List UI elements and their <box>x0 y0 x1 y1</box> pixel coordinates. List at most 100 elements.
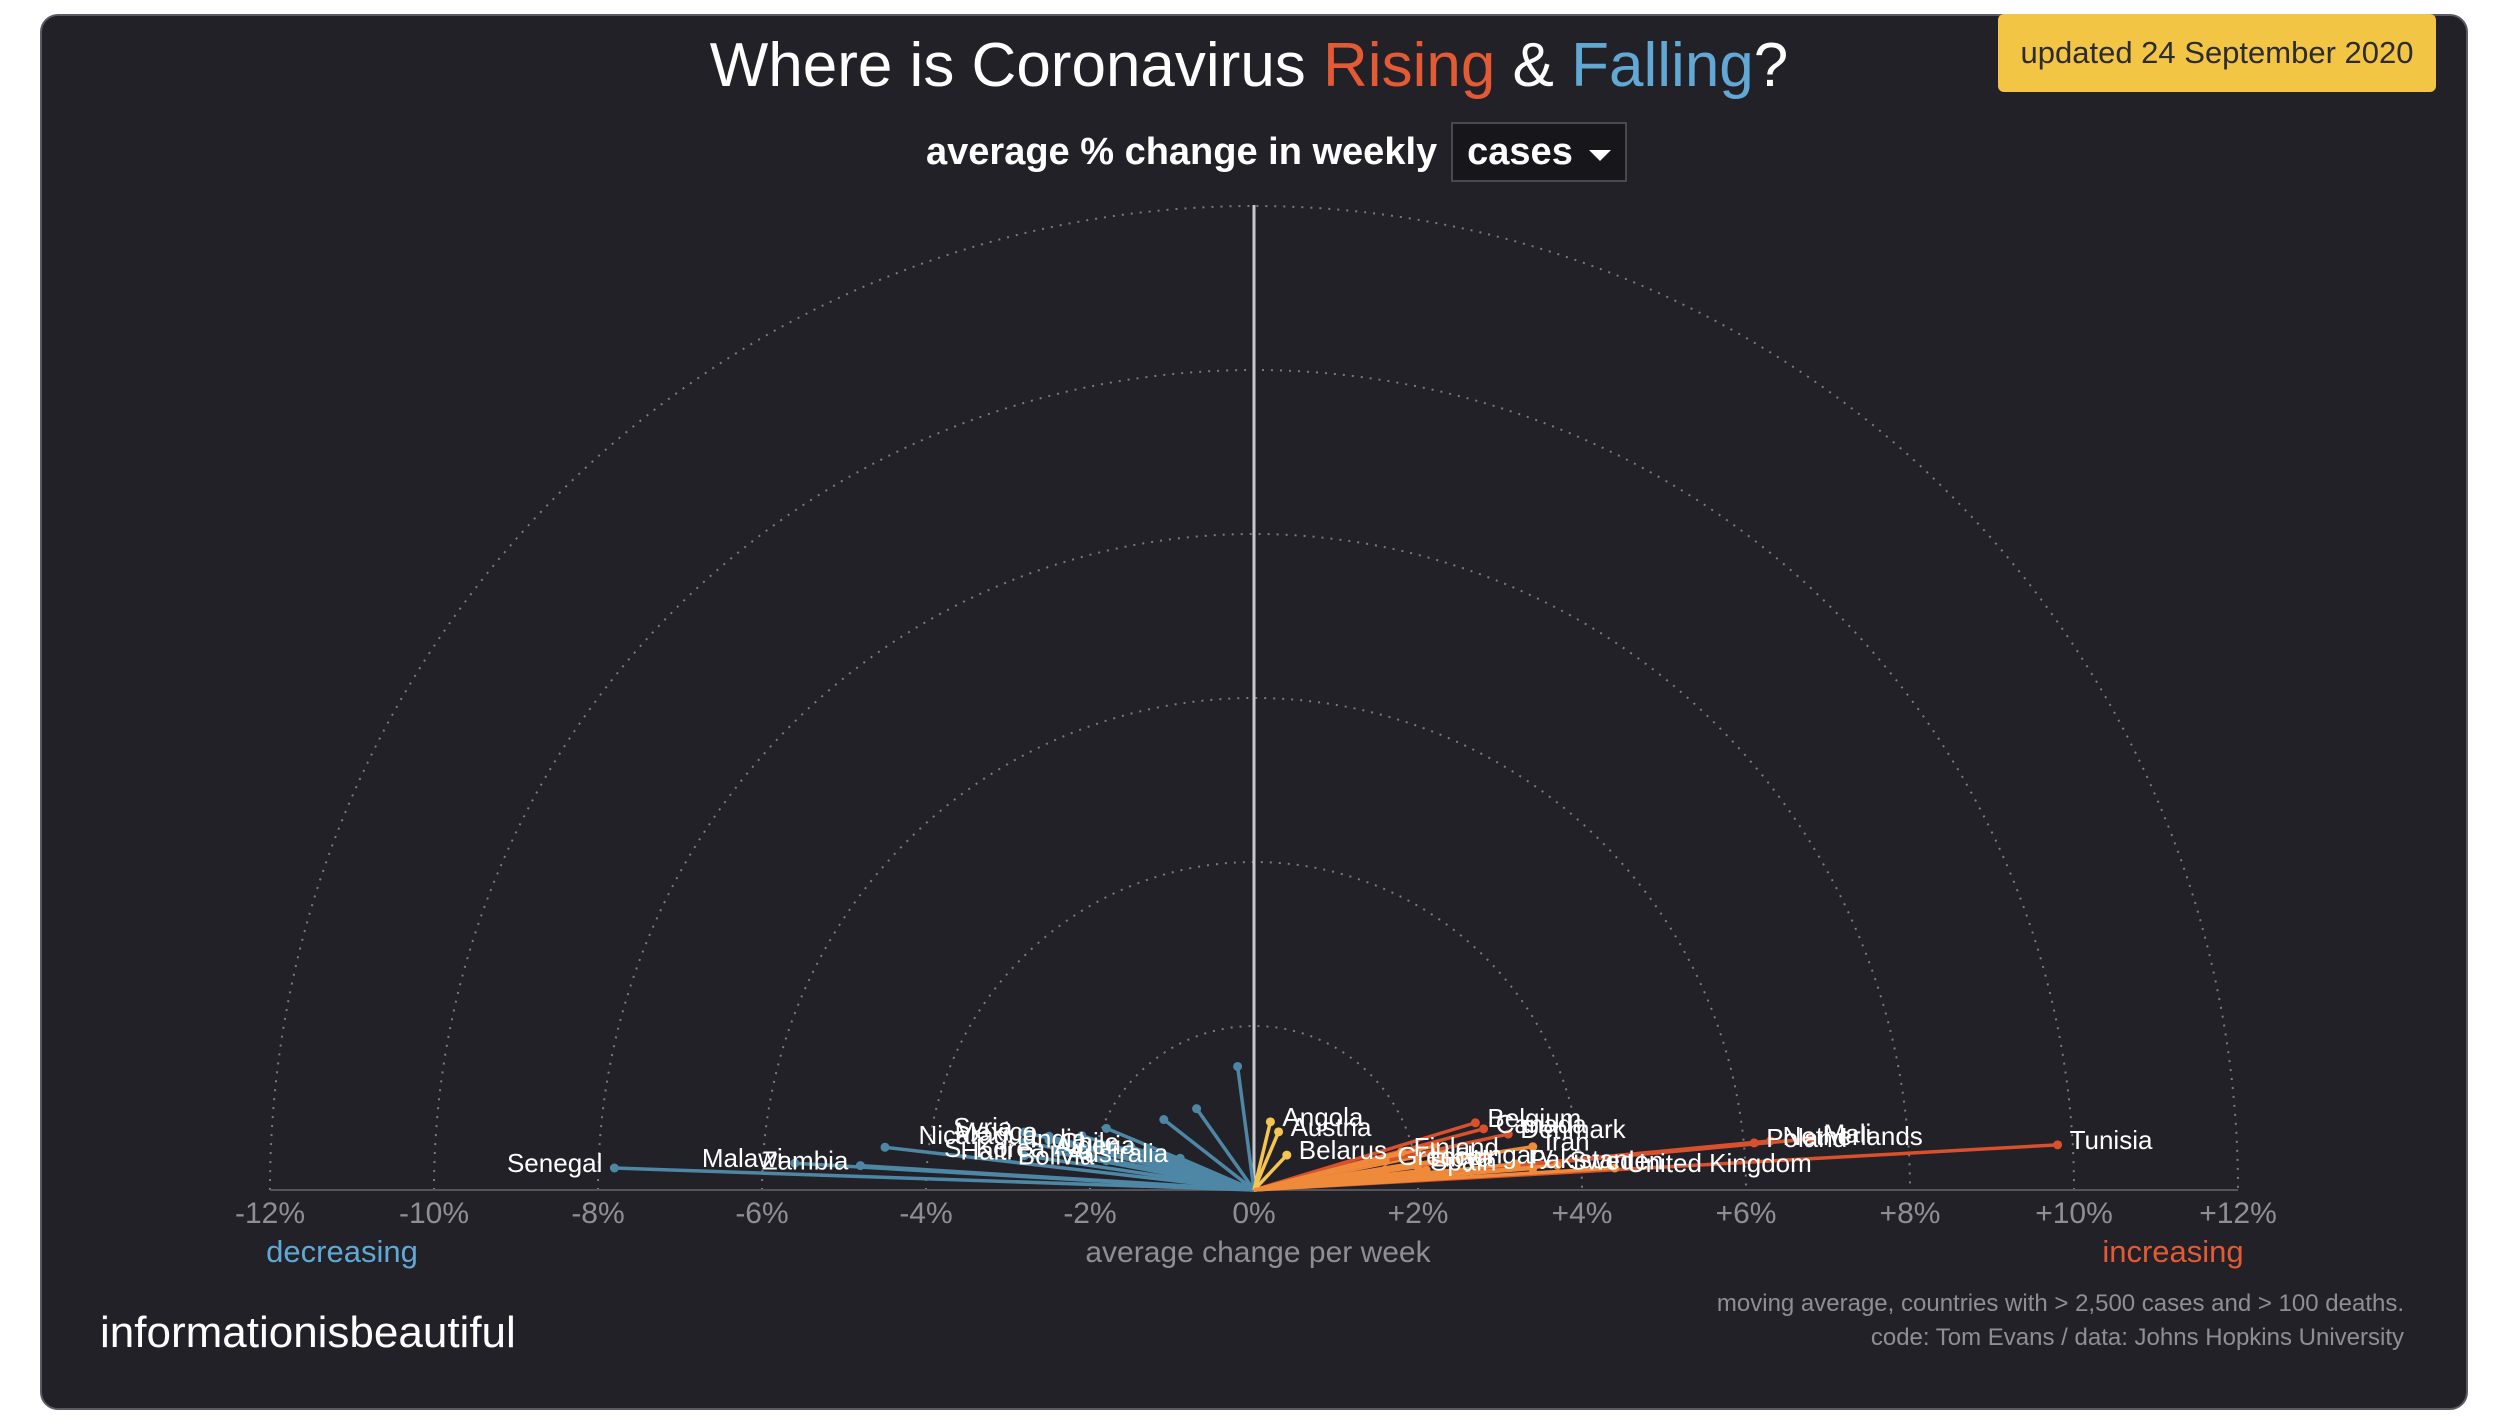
tick-label: -10% <box>399 1197 469 1230</box>
chevron-down-icon <box>1589 149 1612 161</box>
tick-label: -2% <box>1063 1197 1116 1230</box>
tick-label: +10% <box>2035 1197 2113 1230</box>
country-line[interactable] <box>1252 1153 1289 1192</box>
country-line[interactable] <box>1253 1164 1419 1192</box>
country-endpoint[interactable] <box>1610 1163 1620 1173</box>
country-endpoint[interactable] <box>1528 1142 1538 1152</box>
country-label: Finland <box>1414 1132 1499 1162</box>
country-label: Netherlands <box>1783 1121 1923 1151</box>
country-label: Belgium <box>1487 1103 1581 1133</box>
country-label: Tunisia <box>2070 1125 2153 1155</box>
tick-label: +4% <box>1552 1197 1613 1230</box>
updated-badge: updated 24 September 2020 <box>1998 14 2436 92</box>
country-endpoint[interactable] <box>1766 1136 1776 1146</box>
country-label: Syria <box>953 1112 1013 1142</box>
country-line[interactable] <box>1195 1107 1256 1192</box>
tick-label: +12% <box>2199 1197 2277 1230</box>
country-label: Angola <box>1282 1102 1363 1132</box>
country-endpoint[interactable] <box>1503 1129 1513 1139</box>
country-endpoint[interactable] <box>1470 1118 1480 1128</box>
country-label: Nicaragua <box>918 1120 1037 1150</box>
country-label: Chile <box>1060 1127 1119 1157</box>
x-axis-label: average change per week <box>1085 1236 1431 1269</box>
country-line[interactable] <box>1105 1126 1255 1192</box>
country-line[interactable] <box>1024 1140 1255 1192</box>
country-label: Spain <box>1430 1147 1497 1177</box>
country-label: Mali <box>1824 1119 1872 1149</box>
country-label: Zambia <box>762 1146 849 1176</box>
country-endpoint[interactable] <box>1019 1151 1029 1161</box>
country-label: India <box>1030 1124 1087 1154</box>
tick-label: -12% <box>235 1197 305 1230</box>
country-endpoint[interactable] <box>1380 1156 1390 1166</box>
country-endpoint[interactable] <box>1019 1137 1029 1147</box>
tick-label: -8% <box>571 1197 624 1230</box>
country-endpoint[interactable] <box>880 1142 890 1152</box>
country-endpoint[interactable] <box>1479 1124 1489 1134</box>
country-endpoint[interactable] <box>1282 1150 1292 1160</box>
country-endpoint[interactable] <box>1397 1147 1407 1157</box>
country-label: Malawi <box>702 1143 783 1173</box>
country-label: Iran <box>1545 1127 1590 1157</box>
country-line[interactable] <box>1235 1066 1256 1191</box>
country-line[interactable] <box>1253 1166 1615 1192</box>
country-endpoint[interactable] <box>1159 1115 1169 1125</box>
tick-label: 0% <box>1232 1197 1275 1230</box>
country-line[interactable] <box>1162 1118 1256 1192</box>
country-endpoint[interactable] <box>1265 1117 1275 1127</box>
country-label: Austria <box>1291 1112 1372 1142</box>
country-line[interactable] <box>794 1161 1255 1192</box>
country-label: Mexico <box>955 1116 1037 1146</box>
country-label: Poland <box>1766 1123 1847 1153</box>
country-line[interactable] <box>614 1166 1255 1192</box>
brand-logo: informationisbeautiful <box>100 1308 516 1357</box>
tick-label: +6% <box>1716 1197 1777 1230</box>
country-endpoint[interactable] <box>1233 1061 1243 1071</box>
country-endpoint[interactable] <box>1413 1162 1423 1172</box>
country-endpoint[interactable] <box>790 1158 800 1168</box>
footnote-credits: code: Tom Evans / data: Johns Hopkins Un… <box>1870 1324 2404 1351</box>
subtitle-row: average % change in weekly cases <box>926 120 1628 184</box>
country-endpoint[interactable] <box>1511 1159 1521 1169</box>
country-endpoint[interactable] <box>1552 1160 1562 1170</box>
tick-label: -4% <box>899 1197 952 1230</box>
country-endpoint[interactable] <box>2053 1140 2063 1150</box>
tick-labels: -12% -10% -8% -6% -4% -2% 0% +2% +4% +6% +8% +10% +1… <box>235 1197 2277 1230</box>
metric-dropdown[interactable]: cases <box>1451 122 1628 182</box>
metric-selected-value: cases <box>1467 130 1573 173</box>
country-label: Canada <box>1496 1109 1588 1139</box>
country-endpoint[interactable] <box>1101 1123 1111 1133</box>
country-endpoint[interactable] <box>1192 1104 1202 1114</box>
country-label: Pakistan <box>1528 1144 1628 1174</box>
country-label: Libya <box>1430 1142 1493 1172</box>
country-label: Senegal <box>507 1148 602 1178</box>
increasing-label: increasing <box>2102 1234 2243 1269</box>
country-endpoint[interactable] <box>1749 1138 1759 1148</box>
country-label: Greece <box>1397 1141 1482 1171</box>
country-endpoint[interactable] <box>1077 1131 1087 1141</box>
country-label: S. Korea <box>944 1133 1046 1163</box>
country-label: Algeria <box>1054 1130 1135 1160</box>
grid-ring <box>269 205 2239 1191</box>
country-endpoint[interactable] <box>1019 1127 1029 1137</box>
country-label: Bolivia <box>1018 1141 1095 1171</box>
tick-label: -6% <box>735 1197 788 1230</box>
country-label: Denmark <box>1520 1114 1626 1144</box>
title-falling: Falling <box>1571 31 1754 100</box>
country-label: Haiti <box>960 1136 1012 1166</box>
country-line[interactable] <box>1081 1133 1255 1192</box>
country-line[interactable] <box>1252 1131 1281 1191</box>
country-endpoint[interactable] <box>609 1163 619 1173</box>
country-line[interactable] <box>1252 1121 1273 1191</box>
country-label: United Kingdom <box>1627 1148 1812 1178</box>
country-label: Hungary <box>1455 1140 1553 1170</box>
country-endpoint[interactable] <box>1807 1134 1817 1144</box>
country-endpoint[interactable] <box>1274 1127 1284 1137</box>
country-label: Belarus <box>1299 1135 1387 1165</box>
country-line[interactable] <box>884 1145 1255 1192</box>
footnote-method: moving average, countries with > 2,500 c… <box>1716 1290 2404 1317</box>
country-endpoint[interactable] <box>1438 1155 1448 1165</box>
page-title: Where is Coronavirus Rising & Falling? <box>0 30 2498 101</box>
